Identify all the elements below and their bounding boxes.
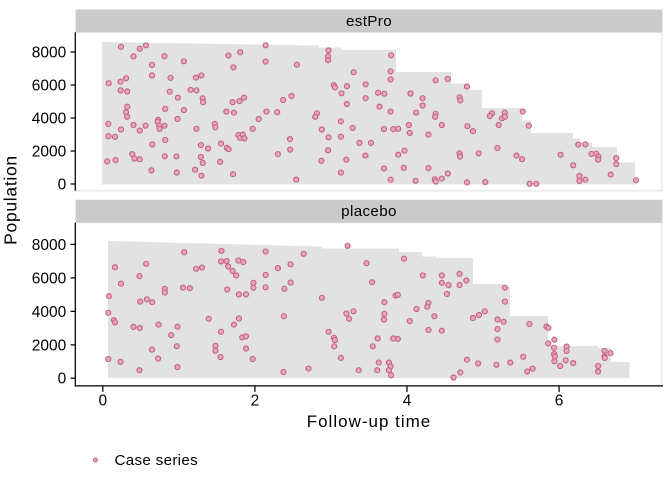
svg-text:2000: 2000 (32, 337, 67, 354)
svg-text:6000: 6000 (32, 77, 67, 94)
svg-text:4: 4 (403, 393, 412, 410)
svg-text:placebo: placebo (341, 203, 397, 220)
svg-text:6: 6 (555, 393, 564, 410)
svg-text:0: 0 (58, 371, 67, 388)
svg-text:Population: Population (1, 155, 21, 245)
svg-text:8000: 8000 (32, 44, 67, 61)
svg-text:Follow-up time: Follow-up time (307, 412, 432, 431)
svg-text:6000: 6000 (32, 270, 67, 287)
svg-text:4000: 4000 (32, 110, 67, 127)
svg-text:2000: 2000 (32, 143, 67, 160)
svg-text:4000: 4000 (32, 304, 67, 321)
svg-text:Case series: Case series (115, 452, 199, 469)
svg-text:0: 0 (98, 393, 107, 410)
svg-text:8000: 8000 (32, 237, 67, 254)
svg-text:estPro: estPro (346, 13, 392, 30)
svg-text:2: 2 (251, 393, 260, 410)
svg-text:0: 0 (58, 176, 67, 193)
